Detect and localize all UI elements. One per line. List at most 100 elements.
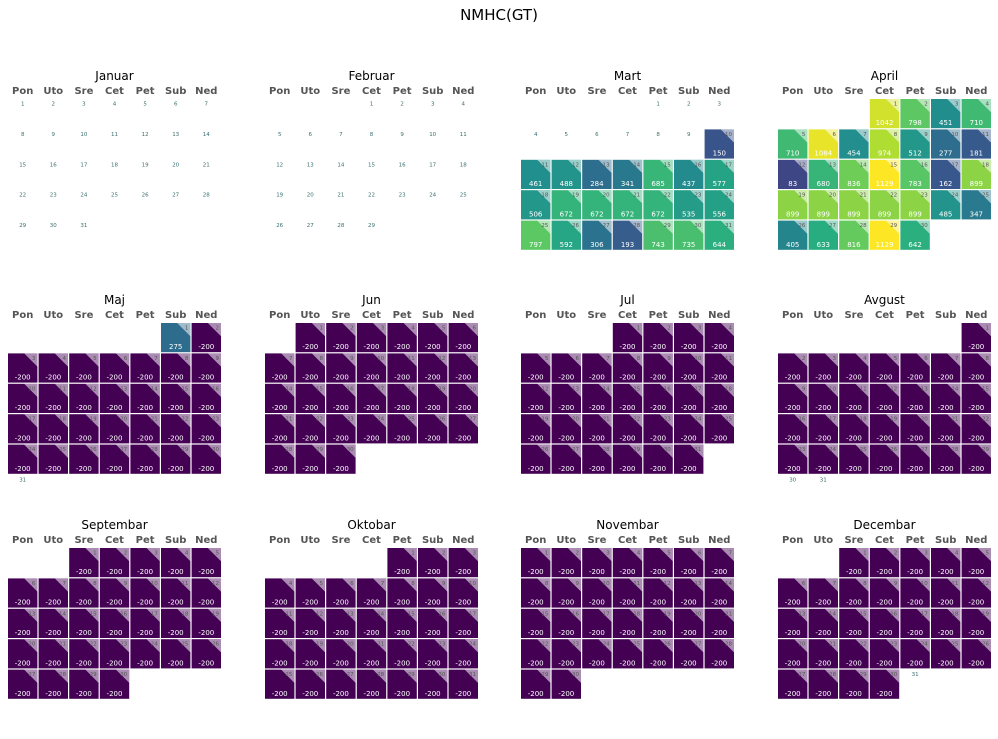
day-corner-mark: [885, 129, 900, 143]
day-value: 672: [590, 210, 603, 218]
day-number: 17: [603, 611, 610, 617]
day-number: 15: [181, 386, 188, 392]
day-value: -200: [45, 629, 61, 637]
day-value: -200: [198, 568, 214, 576]
day-corner-mark: [177, 608, 191, 623]
day-number: 11: [181, 581, 188, 587]
day-value: -200: [364, 659, 380, 667]
day-number: 25: [59, 447, 66, 453]
day-value: -200: [455, 629, 471, 637]
day-number: 18: [541, 193, 548, 199]
day-number: 14: [725, 581, 732, 587]
day-value: -200: [650, 568, 666, 576]
day-value: 193: [621, 241, 634, 249]
day-corner-mark: [567, 669, 581, 683]
day-value: -200: [107, 568, 123, 576]
day-value: -200: [877, 690, 893, 698]
day-number: 3: [718, 102, 722, 108]
day-number: 16: [212, 386, 219, 392]
day-value: -200: [76, 434, 92, 442]
day-number: 11: [111, 132, 118, 138]
day-number: 6: [802, 581, 806, 587]
day-number: 22: [368, 193, 375, 199]
day-number: 11: [59, 386, 66, 392]
day-number: 31: [912, 672, 919, 678]
day-number: 18: [982, 162, 989, 168]
weekday-label: Sre: [331, 535, 350, 546]
day-corner-mark: [855, 548, 869, 562]
day-value: -200: [198, 343, 214, 351]
day-corner-mark: [537, 669, 551, 683]
day-value: -200: [272, 659, 288, 667]
day-corner-mark: [885, 548, 900, 562]
day-number: 21: [203, 162, 210, 168]
day-number: 8: [93, 581, 97, 587]
day-value: -200: [168, 568, 184, 576]
day-corner-mark: [659, 220, 673, 234]
day-value: -200: [558, 568, 574, 576]
day-number: 23: [572, 642, 579, 648]
day-number: 23: [694, 193, 701, 199]
day-value: -200: [650, 659, 666, 667]
day-corner-mark: [434, 639, 448, 653]
month-title: Novembar: [596, 518, 658, 532]
day-number: 16: [694, 162, 701, 168]
day-value: -200: [168, 659, 184, 667]
day-corner-mark: [947, 383, 961, 398]
day-number: 4: [534, 132, 538, 138]
day-number: 13: [829, 162, 836, 168]
day-value: -200: [589, 465, 605, 473]
day-number: 1: [863, 551, 867, 557]
day-number: 15: [890, 162, 897, 168]
day-number: 13: [798, 611, 805, 617]
day-value: 1129: [876, 241, 894, 249]
day-corner-mark: [794, 414, 808, 428]
day-number: 6: [32, 581, 36, 587]
day-number: 21: [829, 642, 836, 648]
day-number: 16: [399, 162, 406, 168]
day-number: 30: [50, 223, 57, 229]
day-number: 8: [545, 581, 549, 587]
day-number: 19: [90, 417, 97, 423]
month-panel-avgust: Avgust Pon Uto Sre Cet Pet Sub Ned 1 -200 2 -200 3 -2…: [778, 293, 991, 484]
day-number: 30: [694, 223, 701, 229]
day-corner-mark: [311, 639, 325, 653]
weekday-label: Sre: [844, 310, 863, 321]
day-corner-mark: [537, 639, 551, 653]
day-value: 277: [939, 150, 952, 158]
day-corner-mark: [311, 414, 325, 428]
day-corner-mark: [177, 444, 191, 458]
day-corner-mark: [24, 578, 38, 592]
day-corner-mark: [598, 444, 612, 458]
day-value: -200: [272, 690, 288, 698]
day-corner-mark: [947, 414, 961, 428]
day-number: 5: [802, 132, 806, 138]
day-corner-mark: [977, 353, 991, 367]
day-number: 27: [798, 672, 805, 678]
day-number: 6: [309, 132, 313, 138]
day-number: 19: [982, 611, 989, 617]
day-value: -200: [394, 659, 410, 667]
day-corner-mark: [537, 578, 551, 592]
day-number: 15: [982, 386, 989, 392]
day-value: 672: [560, 210, 573, 218]
weekday-label: Cet: [362, 310, 381, 321]
day-number: 12: [798, 162, 805, 168]
day-number: 17: [28, 417, 35, 423]
day-number: 25: [181, 642, 188, 648]
day-number: 23: [120, 642, 127, 648]
day-value: 506: [529, 210, 543, 218]
day-value: -200: [137, 404, 153, 412]
day-number: 7: [833, 581, 837, 587]
weekday-label: Uto: [43, 535, 63, 546]
weekday-label: Sub: [165, 310, 186, 321]
day-corner-mark: [177, 414, 191, 428]
day-number: 10: [28, 386, 35, 392]
weekday-label: Pet: [649, 86, 668, 97]
day-corner-mark: [824, 190, 838, 204]
day-number: 5: [278, 132, 282, 138]
day-number: 31: [820, 478, 827, 484]
weekday-label: Cet: [875, 310, 894, 321]
day-number: 29: [633, 447, 640, 453]
